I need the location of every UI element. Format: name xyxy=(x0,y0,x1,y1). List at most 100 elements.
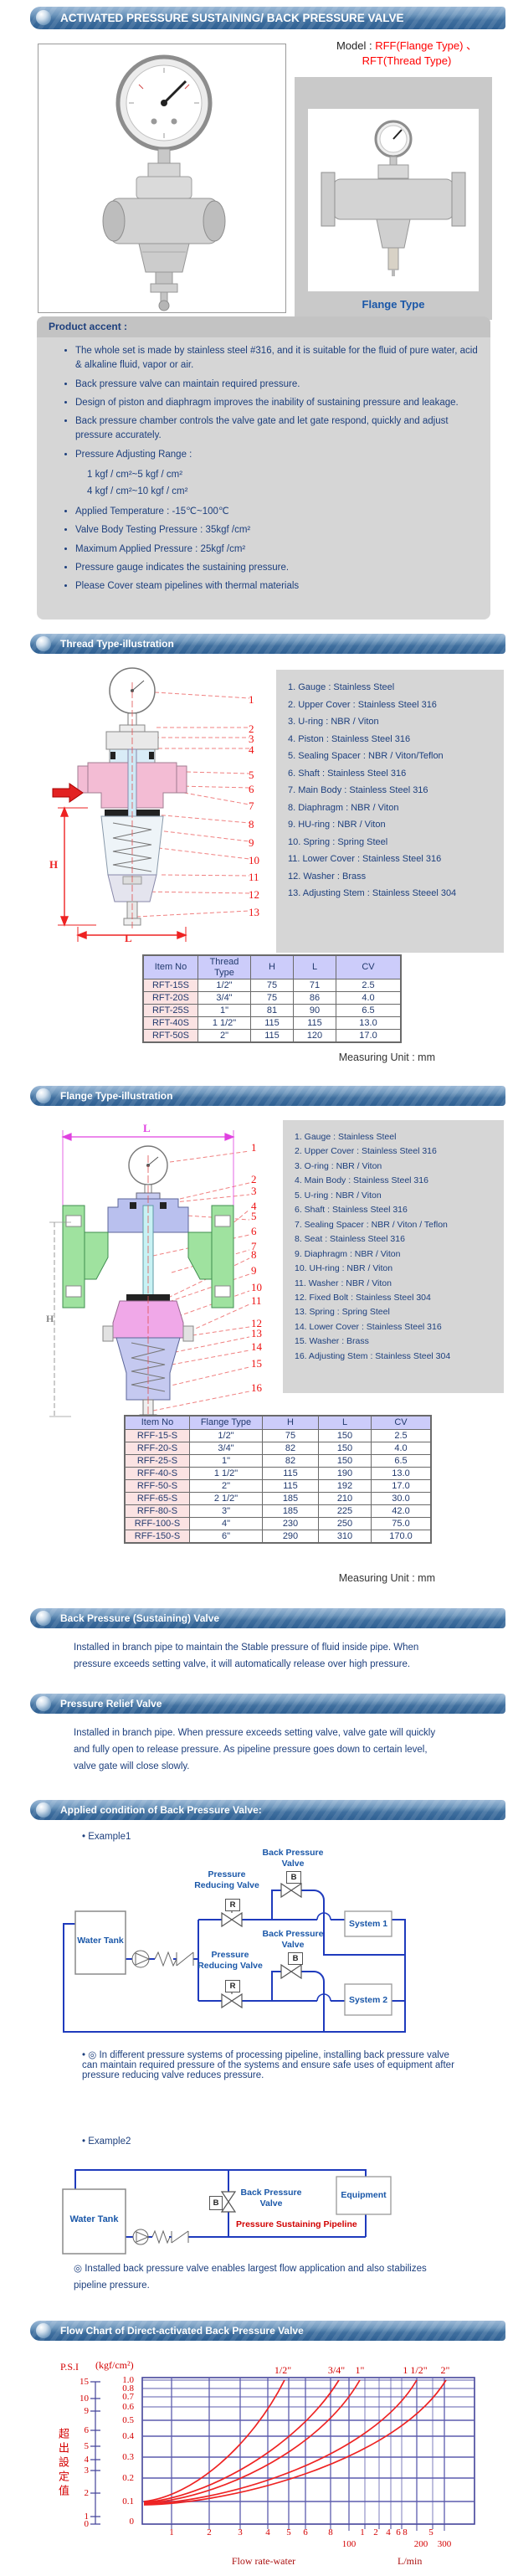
cell-l: 115 xyxy=(293,1016,336,1031)
x-tick-marks xyxy=(171,2524,445,2531)
curve-label: 1 1/2" xyxy=(403,2364,428,2376)
b-tag-1: B xyxy=(286,1871,301,1884)
bullet-item: Please Cover steam pipelines with therma… xyxy=(75,579,482,594)
flange-measuring-unit: Measuring Unit : mm xyxy=(338,1572,435,1584)
cell-h: 75 xyxy=(262,1428,319,1442)
callout-number: 15 xyxy=(251,1357,262,1370)
callout-number: 11 xyxy=(251,1294,262,1307)
example1-diagram: Water Tank System 1 System 2 Back Pressu… xyxy=(50,1846,485,2043)
model-label: Model : xyxy=(336,39,372,52)
part-item: 14. Lower Cover : Stainless Steel 316 xyxy=(295,1321,442,1332)
table-row: RFF-25-S 1" 82 150 6.5 xyxy=(124,1453,432,1468)
part-item: 10. UH-ring : NBR / Viton xyxy=(295,1263,393,1274)
curve-label: 1" xyxy=(355,2364,365,2376)
cell-h: 185 xyxy=(262,1504,319,1518)
cell-cv: 2.5 xyxy=(336,979,402,993)
equipment-label: Equipment xyxy=(341,2190,387,2200)
table-row: RFT-40S 1 1/2" 115 115 13.0 xyxy=(142,1016,402,1031)
part-item: 12. Washer : Brass xyxy=(288,871,367,882)
table-row: RFT-20S 3/4" 75 86 4.0 xyxy=(142,991,402,1005)
cell-item-no: RFF-80-S xyxy=(124,1504,190,1518)
part-item: 6. Shaft : Stainless Steel 316 xyxy=(295,1205,408,1216)
part-item: 7. Main Body : Stainless Steel 316 xyxy=(288,785,428,796)
back-pressure-valve-label: Back Pressure Valve xyxy=(240,2188,302,2208)
flange-photo-inner xyxy=(308,109,479,291)
bullet-item: Back pressure valve can maintain require… xyxy=(75,378,482,392)
bullet-item: Applied Temperature : -15℃~100℃ xyxy=(75,505,482,519)
callout-number: 10 xyxy=(249,854,259,866)
thread-table-header-row: Item No Thread Type H L CV xyxy=(142,954,402,980)
strainer-icon xyxy=(151,2229,171,2244)
example2-label: Example2 xyxy=(82,2136,131,2147)
table-row: RFF-65-S 2 1/2" 185 210 30.0 xyxy=(124,1491,432,1505)
sustaining-text: Installed in branch pipe to maintain the… xyxy=(74,1643,419,1670)
cell-l: 210 xyxy=(318,1491,372,1505)
example2-diagram: Water Tank Equipment Back Pressure Valve… xyxy=(50,2164,485,2256)
flange-table-header-row: Item No Flange Type H L CV xyxy=(124,1415,432,1430)
flange-valve-image xyxy=(321,120,466,276)
flow-chart-canvas xyxy=(90,2377,475,2531)
callout-number: 1 xyxy=(251,1141,257,1154)
cell-item-no: RFF-150-S xyxy=(124,1529,190,1544)
kgf-tick: 0.2 xyxy=(122,2473,134,2483)
callout-number: 14 xyxy=(251,1340,262,1353)
part-item: 13. Adjusting Stem : Stainless Steeel 30… xyxy=(288,888,457,899)
grid-horizontal-major xyxy=(142,2419,475,2502)
callout-number: 10 xyxy=(251,1281,262,1293)
callout-number: 9 xyxy=(251,1264,257,1277)
psi-tick: 6 xyxy=(84,2425,90,2435)
l-dimension xyxy=(76,927,187,942)
cell-cv: 6.5 xyxy=(371,1453,432,1468)
flange-dim-l-label: L xyxy=(143,1122,151,1134)
cell-item-no: RFT-50S xyxy=(142,1029,198,1043)
column-header: Item No xyxy=(124,1415,190,1430)
cell-l: 120 xyxy=(293,1029,336,1043)
exceed-setting-value-label: 超出設定值 xyxy=(57,2428,69,2499)
kgf-axis-label: (kgf/cm²) xyxy=(95,2359,134,2371)
part-item: 6. Shaft : Stainless Steel 316 xyxy=(288,768,407,779)
cell-l: 71 xyxy=(293,979,336,993)
cell-h: 115 xyxy=(250,1016,294,1031)
cell-item-no: RFF-15-S xyxy=(124,1428,190,1442)
x-tick: 2 xyxy=(373,2527,378,2537)
flow-section-title: Flow Chart of Direct-activated Back Pres… xyxy=(60,2325,304,2337)
cell-thread-type: 3/4" xyxy=(198,991,251,1005)
x-tick-decade: 300 xyxy=(437,2539,452,2549)
table-row: RFF-100-S 4" 230 250 75.0 xyxy=(124,1516,432,1530)
psi-tick: 10 xyxy=(80,2393,89,2404)
part-item: 7. Sealing Spacer : NBR / Viton / Teflon xyxy=(295,1219,448,1230)
flange-photo-caption: Flange Type xyxy=(362,298,425,311)
column-header: L xyxy=(318,1415,372,1430)
cell-h: 185 xyxy=(262,1491,319,1505)
flange-parts-list: 1. Gauge : Stainless Steel 2. Upper Cover… xyxy=(283,1120,504,1393)
back-pressure-valve-label-1: Back Pressure Valve xyxy=(262,1848,324,1869)
cell-item-no: RFT-25S xyxy=(142,1004,198,1018)
grid-horizontal xyxy=(142,2379,475,2408)
callout-number: 16 xyxy=(251,1381,262,1394)
model-value-line2: RFT(Thread Type) xyxy=(362,54,452,68)
system2-label: System 2 xyxy=(348,1995,388,2005)
thread-illustration: H L xyxy=(46,666,251,946)
kgf-tick: 0 xyxy=(129,2517,135,2527)
cell-cv: 4.0 xyxy=(371,1441,432,1455)
callout-number: 6 xyxy=(249,783,254,795)
kgf-tick: 1.0 xyxy=(122,2375,134,2385)
flow-curves xyxy=(143,2379,447,2506)
psi-tick: 2 xyxy=(84,2488,90,2498)
cell-item-no: RFF-50-S xyxy=(124,1478,190,1493)
part-item: 9. Diaphragm : NBR / Viton xyxy=(295,1248,401,1259)
r-tag-1: R xyxy=(225,1899,240,1911)
flange-section-bar: Flange Type-illustration xyxy=(30,1086,505,1106)
table-row: RFT-50S 2" 115 120 17.0 xyxy=(142,1029,402,1043)
cell-cv: 30.0 xyxy=(371,1491,432,1505)
curve-label: 1/2" xyxy=(274,2364,292,2376)
cell-h: 82 xyxy=(262,1441,319,1455)
pressure-sustaining-pipeline-label: Pressure Sustaining Pipeline xyxy=(236,2219,357,2229)
back-pressure-valve-symbol xyxy=(220,2191,237,2213)
cell-h: 81 xyxy=(250,1004,294,1018)
cell-cv: 13.0 xyxy=(371,1466,432,1480)
check-valve-icon xyxy=(176,1951,194,1967)
thread-table-body: RFT-15S 1/2" 75 71 2.5 RFT-20S 3/4" 75 8… xyxy=(142,979,402,1043)
table-row: RFF-40-S 1 1/2" 115 190 13.0 xyxy=(124,1466,432,1480)
